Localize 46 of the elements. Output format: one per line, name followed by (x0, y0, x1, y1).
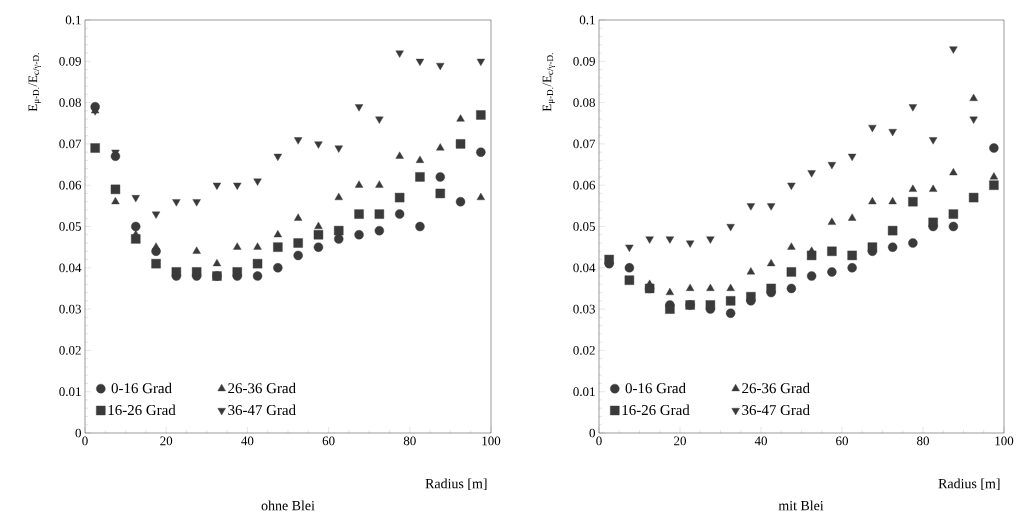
y-tick-label: 0.03 (573, 304, 595, 314)
y-tick-label: 0.07 (59, 139, 82, 149)
y-tick-label: 0.1 (65, 15, 81, 25)
y-tick-label: 0 (75, 428, 81, 438)
legend-label: 16-26 Grad (622, 404, 690, 416)
x-tick-label: 40 (754, 436, 767, 446)
x-axis-title: Radius [m] (425, 478, 487, 491)
x-tick-label: 80 (403, 436, 416, 446)
y-axis-title: E$_{μ-D.}$/E$_{c/γ-D.}$ (542, 53, 555, 112)
y-tick-label: 0.08 (573, 98, 595, 107)
legend-label: 26-36 Grad (228, 382, 296, 394)
y-tick-label: 0 (589, 428, 595, 438)
y-tick-label: 0.01 (573, 387, 595, 397)
x-tick-label: 100 (482, 436, 501, 446)
x-tick-label: 100 (995, 436, 1014, 446)
legend-label: 16-26 Grad (108, 404, 176, 416)
x-tick-label: 80 (917, 436, 929, 446)
x-tick-label: 20 (160, 436, 173, 446)
x-axis-title: Radius [m] (938, 478, 1000, 491)
x-tick-label: 60 (836, 436, 848, 446)
y-tick-label: 0.05 (573, 222, 595, 231)
y-tick-label: 0.04 (59, 263, 82, 273)
y-tick-label: 0.06 (573, 180, 596, 190)
x-tick-label: 40 (241, 436, 254, 446)
x-tick-label: 20 (674, 436, 686, 446)
y-tick-label: 0.09 (59, 56, 81, 66)
legend-label: 26-36 Grad (742, 382, 810, 394)
y-tick-label: 0.06 (59, 180, 82, 190)
y-tick-label: 0.01 (59, 387, 81, 397)
y-axis-title: E$_{μ-D.}$/E$_{c/γ-D.}$ (28, 53, 41, 112)
legend-label: 36-47 Grad (228, 404, 296, 416)
y-tick-label: 0.09 (573, 56, 595, 66)
y-tick-label: 0.02 (573, 346, 595, 355)
text: mit Blei (778, 500, 824, 511)
y-tick-label: 0.07 (573, 139, 596, 149)
y-tick-label: 0.1 (579, 15, 595, 25)
x-tick-label: 60 (322, 436, 335, 446)
y-tick-label: 0.08 (59, 98, 81, 107)
legend-label: 0-16 Grad (111, 382, 172, 394)
y-tick-label: 0.03 (59, 304, 81, 314)
text: ohne Blei (261, 500, 315, 511)
y-tick-label: 0.05 (59, 222, 81, 231)
legend-label: 36-47 Grad (742, 404, 810, 416)
legend-label: 0-16 Grad (625, 382, 686, 394)
y-tick-label: 0.02 (59, 346, 81, 355)
y-tick-label: 0.04 (573, 263, 596, 273)
